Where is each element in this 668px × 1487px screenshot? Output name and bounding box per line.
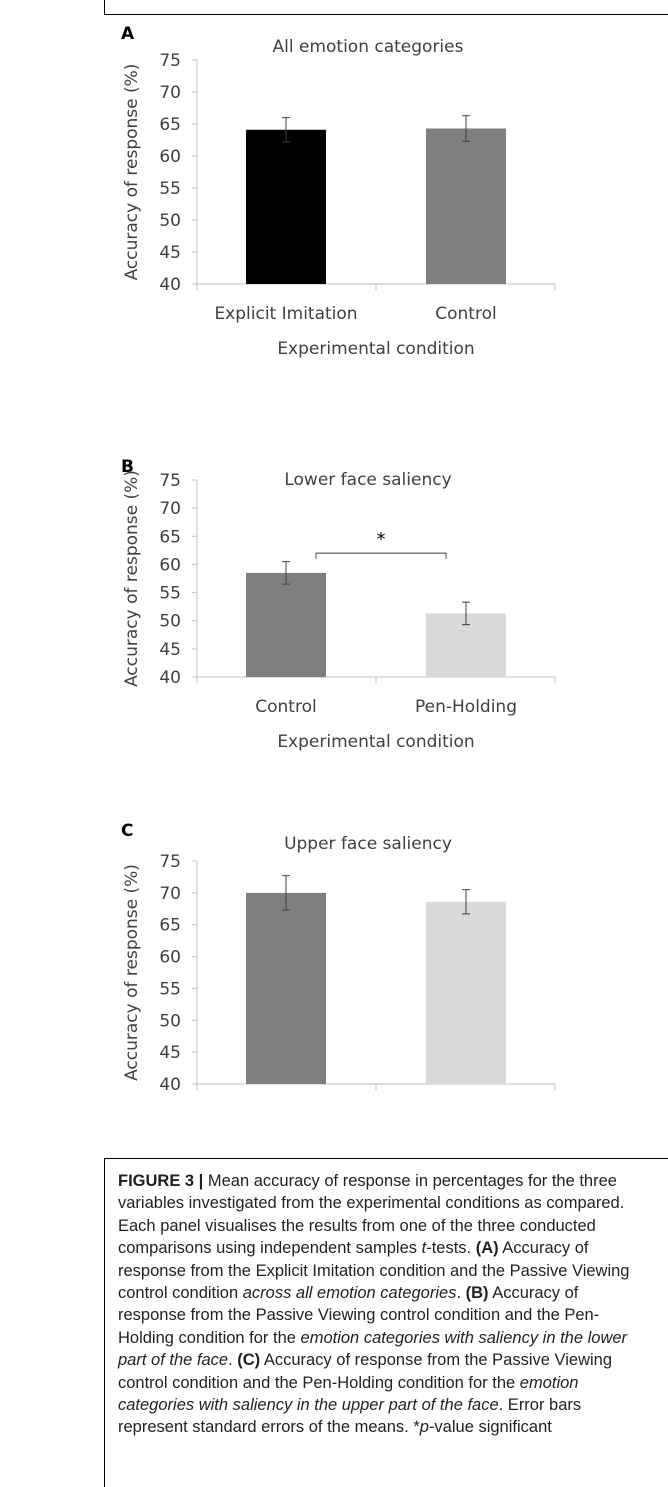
- caption-text: (C): [237, 1351, 261, 1370]
- figure-caption: FIGURE 3 | Mean accuracy of response in …: [118, 1170, 648, 1439]
- caption-text: .: [228, 1351, 238, 1370]
- caption-text: p: [419, 1418, 429, 1437]
- y-tick-label: 55: [159, 979, 181, 999]
- bar-2: [426, 901, 506, 1084]
- y-tick-label: 65: [159, 115, 181, 135]
- x-axis-label: Experimental condition: [277, 339, 474, 359]
- y-tick-label: 50: [159, 211, 181, 231]
- y-tick-label: 75: [159, 471, 181, 491]
- caption-frame: [104, 1158, 668, 1487]
- y-tick-label: 40: [159, 668, 181, 688]
- caption-text: t: [421, 1239, 427, 1258]
- panel-label: A: [121, 24, 135, 44]
- y-tick-label: 75: [159, 51, 181, 71]
- chart-title: Lower face saliency: [284, 470, 451, 490]
- x-axis-label: Experimental condition: [277, 732, 474, 752]
- y-tick-label: 40: [159, 275, 181, 295]
- y-tick-label: 60: [159, 555, 181, 575]
- y-tick-label: 70: [159, 884, 181, 904]
- bar-2: [426, 128, 506, 284]
- y-tick-label: 50: [159, 612, 181, 632]
- y-tick-label: 60: [159, 147, 181, 167]
- category-label: Pen-Holding: [415, 697, 517, 717]
- y-tick-label: 55: [159, 179, 181, 199]
- caption-text: -value significant: [428, 1418, 552, 1437]
- caption-text: emotion categories with saliency in the …: [118, 1373, 579, 1415]
- caption-text: . Error bars represent standard errors o…: [118, 1396, 582, 1437]
- figure-3-charts: A All emotion categories Accuracy of respo…: [121, 24, 556, 1095]
- panel-label: C: [121, 821, 133, 841]
- y-tick-label: 70: [159, 83, 181, 103]
- y-tick-label: 65: [159, 916, 181, 936]
- caption-text: across all emotion categories: [242, 1284, 457, 1303]
- y-tick-label: 55: [159, 584, 181, 604]
- significance-marker: *: [377, 529, 386, 550]
- caption-text: Accuracy of response from the Explicit I…: [118, 1239, 630, 1303]
- y-tick-label: 75: [159, 852, 181, 872]
- chart-panel-c: C Upper face saliency Accuracy of response…: [121, 821, 556, 1095]
- bar-1: [246, 572, 326, 677]
- caption-text: Accuracy of response from the Passive Vi…: [118, 1351, 613, 1392]
- y-tick-label: 60: [159, 948, 181, 968]
- y-tick-label: 50: [159, 1011, 181, 1031]
- y-axis-label: Accuracy of response (%): [122, 864, 142, 1081]
- y-tick-label: 70: [159, 499, 181, 519]
- y-axis-label: Accuracy of response (%): [122, 64, 142, 281]
- caption-text: Accuracy of response from the Passive Vi…: [118, 1284, 600, 1347]
- caption-text: .: [456, 1284, 466, 1303]
- significance-bracket: [315, 552, 447, 559]
- category-label: Control: [255, 697, 316, 717]
- y-tick-label: 40: [159, 1075, 181, 1095]
- y-tick-label: 45: [159, 1043, 181, 1063]
- chart-panel-a: A All emotion categories Accuracy of respo…: [121, 24, 556, 359]
- caption-text: (A): [475, 1239, 499, 1258]
- figure-frame-top: [104, 0, 668, 15]
- y-tick-label: 45: [159, 640, 181, 660]
- category-label: Control: [435, 304, 496, 324]
- y-axis-label: Accuracy of response (%): [122, 470, 142, 687]
- caption-text: -tests.: [426, 1239, 476, 1258]
- category-label: Explicit Imitation: [214, 304, 357, 324]
- y-tick-label: 45: [159, 243, 181, 263]
- panel-label: B: [121, 457, 134, 477]
- caption-label: FIGURE 3 |: [118, 1172, 204, 1190]
- chart-panel-b: B Lower face saliency Accuracy of response…: [121, 457, 556, 752]
- y-tick-label: 65: [159, 527, 181, 547]
- caption-text: (B): [465, 1284, 489, 1303]
- bar-1: [246, 129, 326, 284]
- caption-text: Mean accuracy of response in percentages…: [118, 1172, 625, 1258]
- bar-1: [246, 892, 326, 1084]
- chart-title: All emotion categories: [273, 37, 464, 57]
- caption-text: emotion categories with saliency in the …: [118, 1328, 628, 1370]
- chart-title: Upper face saliency: [284, 834, 452, 854]
